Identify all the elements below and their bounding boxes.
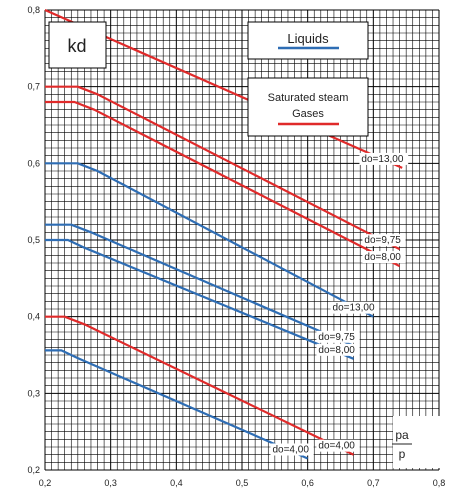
- y-tick-label: 0,5: [27, 235, 40, 245]
- curve-label-bg: [359, 152, 409, 165]
- curve-label-liquids-3: do=13,00: [333, 303, 375, 314]
- y-tick-label: 0,3: [27, 388, 40, 398]
- tick-labels: 0,2 0,3 0,4 0,5 0,6 0,7 0,8 0,2 0,3 0,4 0,5 0,6 0,7 0…: [27, 5, 445, 488]
- curve-label-liquids-5: do=8,00: [318, 345, 355, 356]
- y-tick-label: 0,7: [27, 82, 40, 92]
- curve-label-bg: [362, 234, 406, 247]
- series-lines: do=13,00 do=9,75 do=8,00 do=13,00 do=9,75 do=…: [44, 8, 409, 460]
- x-tick-label: 0,7: [367, 478, 380, 488]
- y-tick-label: 0,8: [27, 5, 40, 15]
- curve-label-gases-2: do=8,00: [364, 252, 401, 263]
- curve-label-liquids-4: do=9,75: [318, 332, 355, 343]
- xlabel-denominator: p: [399, 447, 406, 461]
- x-tick-label: 0,3: [104, 478, 117, 488]
- xlabel-numerator: pa: [395, 428, 409, 442]
- legend-gases: Saturated steam Gases: [247, 77, 369, 137]
- curve-label-gases-6: do=4,00: [318, 441, 355, 452]
- curve-label-bg: [330, 301, 380, 314]
- y-tick-label: 0,2: [27, 465, 40, 475]
- x-tick-label: 0,5: [236, 478, 249, 488]
- curve-label-bg: [270, 443, 314, 456]
- x-tick-label: 0,6: [301, 478, 314, 488]
- legend-liquids-label: Liquids: [287, 31, 329, 46]
- ylabel-box: kd: [48, 21, 107, 69]
- series-liquids-4: [45, 223, 355, 347]
- y-tick-label: 0,6: [27, 158, 40, 168]
- series-liquids-7: [45, 349, 309, 460]
- x-tick-label: 0,4: [170, 478, 183, 488]
- legend-liquids: Liquids: [247, 21, 369, 60]
- xlabel-box: pa p: [392, 416, 446, 468]
- curve-label-liquids-7: do=4,00: [272, 445, 309, 456]
- curve-label-bg: [316, 343, 360, 356]
- curve-label-bg: [316, 439, 360, 452]
- legend-gases-label-2: Gases: [292, 108, 324, 120]
- curve-label-gases-1: do=9,75: [364, 235, 401, 246]
- series-gases-1: [45, 85, 401, 251]
- curve-label-gases-0: do=13,00: [361, 154, 403, 165]
- ylabel: kd: [67, 36, 86, 56]
- legend-gases-label-1: Saturated steam: [268, 92, 349, 104]
- series-liquids-3: [45, 162, 374, 318]
- curve-label-bg: [362, 251, 406, 264]
- series-gases-2: [45, 100, 401, 268]
- y-tick-label: 0,4: [27, 312, 40, 322]
- series-liquids-5: [45, 238, 355, 360]
- curve-label-bg: [316, 330, 360, 343]
- x-tick-label: 0,8: [433, 478, 446, 488]
- x-tick-label: 0,2: [39, 478, 52, 488]
- series-gases-6: [45, 315, 355, 456]
